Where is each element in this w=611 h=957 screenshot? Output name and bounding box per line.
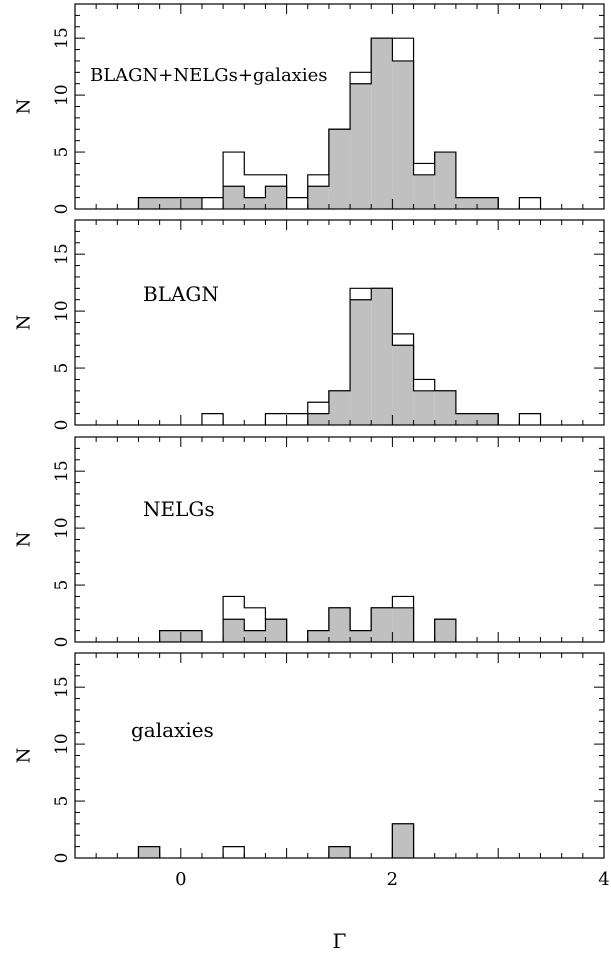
y-tick-label: 5 — [52, 363, 72, 374]
y-tick-label: 10 — [52, 517, 72, 539]
histogram-bar — [455, 413, 478, 425]
histogram-bar — [434, 390, 456, 425]
histogram-bar — [201, 413, 224, 425]
y-tick-label: 5 — [52, 796, 72, 807]
histogram-shaded-series — [137, 37, 499, 209]
histogram-bar — [350, 630, 372, 642]
y-tick-label: 15 — [52, 27, 72, 49]
panel-label: NELGs — [143, 497, 215, 521]
x-tick-label: 2 — [387, 869, 398, 890]
y-axis-label: N — [14, 315, 35, 331]
histogram-outline-series — [137, 823, 415, 858]
panel-label: BLAGN+NELGs+galaxies — [90, 65, 327, 86]
histogram-bar — [138, 197, 160, 209]
histogram-bar — [286, 413, 308, 425]
y-tick-label: 10 — [52, 300, 72, 322]
histogram-bar — [455, 197, 478, 209]
histogram-bar — [244, 630, 266, 642]
histogram-step-outline — [137, 823, 415, 858]
histogram-step-outline — [137, 37, 499, 209]
histogram-bar — [328, 846, 351, 858]
histogram-bar — [519, 197, 541, 209]
histogram-bar — [223, 846, 245, 858]
y-tick-label: 0 — [52, 420, 72, 431]
histogram-bar — [328, 129, 351, 209]
histogram-shaded-series — [137, 823, 415, 858]
histogram-bar — [180, 197, 202, 209]
histogram-bar — [223, 619, 245, 642]
histogram-shaded-series — [159, 607, 457, 642]
histogram-bar — [286, 197, 308, 209]
histogram-bar — [159, 630, 181, 642]
histogram-bar — [307, 413, 329, 425]
histogram-bar — [519, 413, 541, 425]
x-tick-label: 4 — [598, 869, 609, 890]
histogram-bar — [307, 186, 329, 209]
x-tick-label: 0 — [175, 869, 186, 890]
histogram-bar — [244, 197, 266, 209]
y-tick-label: 10 — [52, 84, 72, 106]
x-axis-label: Γ — [333, 929, 347, 953]
histogram-bar — [328, 390, 351, 425]
histogram-bar — [413, 174, 435, 209]
y-axis-label: N — [14, 99, 35, 115]
histogram-bar — [392, 823, 414, 858]
histogram-bar — [392, 345, 414, 425]
y-tick-label: 5 — [52, 580, 72, 591]
histogram-step-outline — [137, 823, 415, 858]
histogram-bar — [201, 197, 224, 209]
histogram-bar — [180, 630, 202, 642]
panel-blagn: 0 5 10 15 N BLAGN — [14, 219, 605, 431]
histogram-bar — [477, 197, 499, 209]
histogram-bar — [265, 619, 287, 642]
histogram-bar — [434, 152, 456, 209]
y-tick-label: 15 — [52, 676, 72, 698]
histogram-bar — [350, 83, 372, 209]
histogram-bar — [477, 413, 499, 425]
panel-label: BLAGN — [143, 282, 219, 306]
histogram-bar — [265, 186, 287, 209]
histogram-bar — [371, 607, 393, 642]
histogram-bar — [371, 38, 393, 209]
y-axis-label: N — [14, 748, 35, 764]
histogram-step-outline — [159, 607, 457, 642]
histogram-bar — [138, 846, 160, 858]
y-tick-label: 15 — [52, 460, 72, 482]
histogram-bar — [434, 619, 456, 642]
histogram-bar — [307, 630, 329, 642]
y-axis-label: N — [14, 532, 35, 548]
y-tick-label: 0 — [52, 637, 72, 648]
histogram-bar — [265, 413, 287, 425]
panel-frame — [74, 652, 605, 859]
panel-label: galaxies — [131, 718, 214, 742]
histogram-bar — [350, 299, 372, 425]
y-tick-label: 5 — [52, 147, 72, 158]
histogram-bar — [392, 607, 414, 642]
y-tick-label: 0 — [52, 204, 72, 215]
y-tick-label: 15 — [52, 243, 72, 265]
panel-nelgs: 0 5 10 15 N NELGs — [14, 436, 605, 648]
histogram-bar — [328, 607, 351, 642]
histogram-step-outline — [307, 287, 499, 425]
histogram-bar — [413, 390, 435, 425]
y-tick-label: 0 — [52, 853, 72, 864]
histogram-bar — [159, 197, 181, 209]
histogram-bar — [223, 186, 245, 209]
histogram-bar — [392, 60, 414, 209]
panel-blagn-nelgs-galaxies: 0 5 10 15 N BLAGN+NELGs+galaxies — [14, 3, 605, 215]
histogram-bar — [371, 288, 393, 425]
histogram-shaded-series — [307, 287, 499, 425]
y-tick-label: 10 — [52, 733, 72, 755]
